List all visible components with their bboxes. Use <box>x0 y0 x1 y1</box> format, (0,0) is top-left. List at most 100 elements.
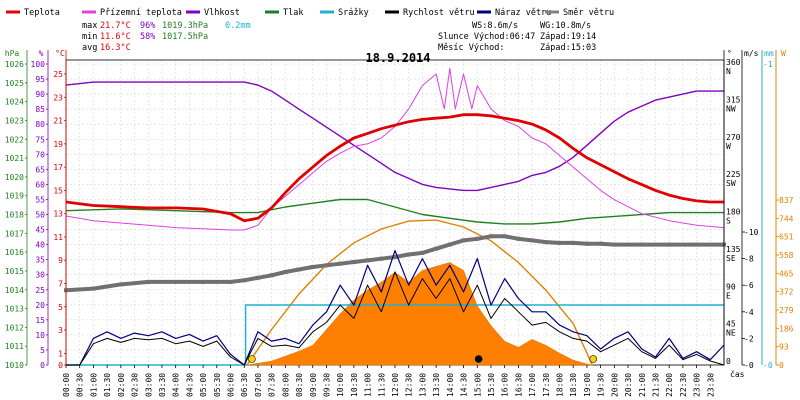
direction-compass-label: S <box>726 217 731 226</box>
humidity-line <box>65 81 724 192</box>
x-tick-label: 06:30 <box>240 373 249 397</box>
legend: Teplota Přízemní teplota Vlhkost Tlak Srážky… <box>6 8 614 18</box>
percent-tick-label: 90 <box>35 90 45 99</box>
chart-title: 18.9.2014 <box>365 51 430 65</box>
percent-tick-label: 85 <box>35 105 45 114</box>
x-tick-label: 04:30 <box>185 373 194 397</box>
x-tick-label: 10:00 <box>336 373 345 397</box>
percent-tick-label: 55 <box>35 195 45 204</box>
stats-sunrise: Slunce Východ:06:47 <box>438 32 535 42</box>
hpa-tick-label: 1015 <box>5 267 24 276</box>
degc-tick-label: 0 <box>58 361 63 370</box>
w-tick-label: 744 <box>779 214 794 223</box>
hpa-tick-label: 1025 <box>5 79 24 88</box>
ms-tick-label: -10 <box>744 228 759 237</box>
wind-direction-line <box>65 234 724 293</box>
stats-max-label: max <box>82 21 97 31</box>
percent-tick-label: 70 <box>35 150 45 159</box>
x-tick-label: 12:00 <box>391 373 400 397</box>
x-tick-label: 23:00 <box>693 373 702 397</box>
percent-tick-label: 15 <box>35 316 45 325</box>
x-tick-label: 07:00 <box>254 373 263 397</box>
stats-min-label: min <box>82 32 97 42</box>
percent-tick-label: 50 <box>35 211 45 220</box>
degc-tick-label: 21 <box>53 117 63 126</box>
wind-gust-line <box>66 250 725 366</box>
mm-unit: mm <box>764 49 774 58</box>
w-tick-label: 558 <box>779 251 794 260</box>
hpa-tick-label: 1010 <box>5 361 24 370</box>
x-tick-label: 10:30 <box>350 373 359 397</box>
legend-label: Srážky <box>338 8 369 18</box>
degc-tick-label: 25 <box>53 70 63 79</box>
stats-moonrise: Měsíc Východ: <box>438 43 505 53</box>
direction-tick-label: 135 <box>726 245 741 254</box>
stats-sunset: Západ:19:14 <box>540 32 596 42</box>
direction-tick-label: 315 <box>726 95 741 104</box>
ms-tick-label: -8 <box>744 255 754 264</box>
stats-max-temp: 21.7°C <box>100 21 131 31</box>
x-tick-label: 08:30 <box>295 373 304 397</box>
percent-tick-label: 5 <box>40 346 45 355</box>
hpa-tick-label: 1023 <box>5 116 24 125</box>
stats-avg-temp: 16.3°C <box>100 43 131 53</box>
x-tick-label: 12:30 <box>405 373 414 397</box>
hpa-tick-label: 1019 <box>5 192 24 201</box>
x-tick-label: 11:00 <box>364 373 373 397</box>
x-tick-label: 18:00 <box>556 373 565 397</box>
x-tick-label: 13:00 <box>418 373 427 397</box>
stats-min-humidity: 58% <box>140 32 155 42</box>
sunset-marker <box>589 355 598 363</box>
direction-tick-label: 360 <box>726 58 741 67</box>
direction-tick-label: 225 <box>726 170 741 179</box>
x-tick-label: 15:00 <box>473 373 482 397</box>
percent-tick-label: 35 <box>35 256 45 265</box>
hpa-unit: hPa <box>5 49 20 58</box>
hpa-tick-label: 1022 <box>5 135 24 144</box>
x-tick-label: 16:30 <box>514 373 523 397</box>
x-tick-label: 20:00 <box>610 373 619 397</box>
w-unit: W <box>781 49 786 58</box>
x-tick-label: 05:00 <box>199 373 208 397</box>
w-tick-label: 0 <box>779 361 784 370</box>
hpa-tick-label: 1021 <box>5 154 24 163</box>
direction-compass-label: NW <box>726 104 736 113</box>
series-lines <box>64 67 726 366</box>
ms-unit: m/s <box>744 49 759 58</box>
x-axis-end-label: čas <box>730 369 745 379</box>
w-tick-label: 837 <box>779 196 794 205</box>
stats-wind-speed: WS:8.6m/s <box>472 21 518 31</box>
x-tick-label: 01:30 <box>103 373 112 397</box>
percent-unit: % <box>39 49 44 58</box>
stats-min-pressure: 1017.5hPa <box>162 32 208 42</box>
w-tick-label: 465 <box>779 269 794 278</box>
hpa-tick-label: 1017 <box>5 229 24 238</box>
degc-tick-label: 9 <box>58 256 63 265</box>
hpa-tick-label: 1024 <box>5 98 24 107</box>
percent-tick-label: 75 <box>35 135 45 144</box>
temperature-line <box>65 113 724 223</box>
w-tick-label: 279 <box>779 306 794 315</box>
moonset-marker <box>474 355 483 363</box>
direction-compass-label: NE <box>726 329 736 338</box>
direction-tick-label: 90 <box>726 282 736 291</box>
direction-tick-label: 0 <box>726 357 731 366</box>
ms-tick-label: -4 <box>744 308 754 317</box>
x-tick-label: 03:30 <box>158 373 167 397</box>
legend-label: Náraz větru <box>495 8 551 18</box>
stats-max-rain: 0.2mm <box>225 21 251 31</box>
stats-wind-gust: WG:10.8m/s <box>540 21 591 31</box>
w-tick-label: 651 <box>779 233 794 242</box>
stats-block: max 21.7°C 96% 1019.3hPa 0.2mm min 11.6°C 58% 10… <box>82 21 596 53</box>
direction-compass-label: N <box>726 67 731 76</box>
x-tick-label: 19:00 <box>583 373 592 397</box>
x-tick-label: 21:00 <box>638 373 647 397</box>
solar-max-curve <box>246 219 594 366</box>
degc-tick-label: 13 <box>53 210 63 219</box>
percent-tick-label: 30 <box>35 271 45 280</box>
hpa-tick-label: 1011 <box>5 342 24 351</box>
x-tick-label: 11:30 <box>377 373 386 397</box>
hpa-tick-label: 1018 <box>5 211 24 220</box>
x-tick-label: 05:30 <box>213 373 222 397</box>
